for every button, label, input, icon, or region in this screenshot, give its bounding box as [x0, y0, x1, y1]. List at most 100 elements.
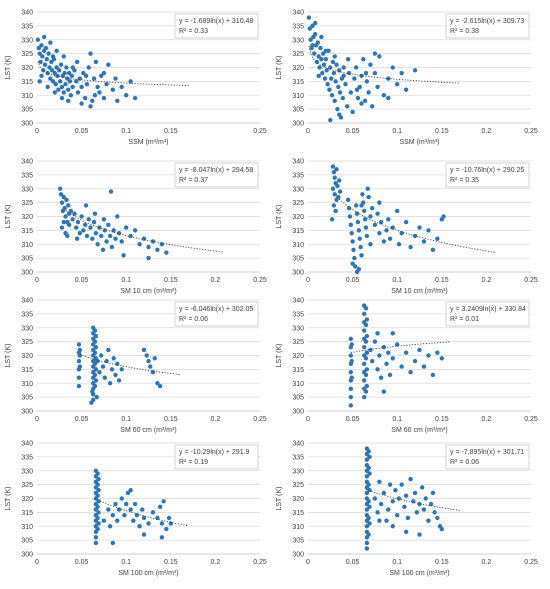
data-point	[95, 504, 100, 510]
data-point	[367, 504, 372, 510]
data-point	[364, 233, 370, 239]
data-point	[104, 239, 109, 244]
y-tick-label: 310	[21, 524, 33, 531]
y-axis-label: LST (K)	[5, 344, 12, 368]
data-point	[364, 367, 370, 372]
data-point	[104, 81, 109, 87]
r-squared: R² = 0.19	[179, 459, 208, 466]
data-point	[329, 93, 335, 98]
data-point	[132, 95, 138, 101]
data-point	[408, 476, 413, 482]
data-point	[372, 496, 378, 501]
r-squared: R² = 0.06	[450, 459, 479, 466]
data-point	[90, 389, 95, 394]
x-axis-label: SM 10 cm (m³/m³)	[120, 288, 176, 295]
y-tick-label: 335	[292, 454, 304, 461]
data-point	[337, 90, 343, 95]
data-point	[146, 521, 151, 526]
y-tick-label: 335	[21, 454, 33, 461]
data-point	[439, 526, 444, 532]
data-point	[316, 54, 321, 59]
data-point	[372, 51, 378, 56]
data-point	[335, 183, 340, 189]
data-point	[157, 504, 163, 510]
data-point	[132, 501, 138, 507]
data-point	[137, 524, 142, 529]
y-tick-label: 325	[21, 482, 33, 489]
data-point	[417, 532, 422, 537]
data-point	[363, 356, 369, 361]
y-tick-label: 300	[292, 552, 304, 559]
data-point	[107, 381, 113, 386]
data-point	[64, 197, 69, 203]
data-point	[366, 194, 371, 200]
data-point	[35, 37, 41, 42]
x-axis-label: SSM (m³/m³)	[128, 139, 168, 146]
data-point	[124, 501, 129, 507]
data-point	[421, 364, 427, 369]
data-point	[378, 501, 384, 507]
data-point	[320, 70, 325, 76]
data-point	[91, 219, 97, 225]
data-point	[362, 394, 367, 400]
x-tick-label: 0.15	[164, 416, 178, 423]
data-point	[368, 214, 373, 219]
data-point	[386, 95, 391, 101]
data-point	[39, 73, 44, 79]
y-tick-label: 330	[292, 186, 304, 193]
x-tick-label: 0.15	[164, 128, 178, 135]
data-point	[365, 186, 370, 191]
data-point	[330, 186, 336, 191]
data-point	[417, 501, 422, 507]
data-point	[76, 375, 82, 380]
y-tick-label: 300	[21, 409, 33, 416]
r-squared: R² = 0.01	[450, 316, 479, 323]
data-point	[334, 62, 339, 67]
data-point	[430, 372, 436, 378]
data-point	[341, 65, 346, 70]
data-point	[322, 76, 328, 81]
data-point	[386, 507, 391, 512]
data-point	[49, 59, 54, 65]
y-axis-label: LST (K)	[5, 487, 12, 511]
data-point	[381, 490, 387, 496]
data-point	[387, 236, 393, 241]
trendline	[350, 341, 451, 354]
data-point	[54, 48, 59, 54]
x-tick-label: 0	[35, 277, 39, 284]
x-tick-label: 0	[35, 559, 39, 566]
data-point	[141, 347, 147, 353]
data-point	[82, 95, 88, 101]
data-point	[93, 230, 99, 236]
data-point	[152, 356, 157, 361]
data-point	[364, 540, 370, 546]
data-point	[106, 62, 111, 67]
data-point	[96, 510, 101, 515]
data-point	[166, 515, 172, 521]
data-point	[412, 68, 418, 73]
data-point	[366, 465, 371, 471]
data-point	[101, 217, 107, 222]
data-point	[337, 189, 343, 194]
data-point	[318, 45, 323, 51]
data-point	[95, 515, 100, 521]
data-point	[308, 37, 313, 42]
x-tick-label: 0	[306, 559, 310, 566]
data-point	[386, 217, 391, 222]
data-point	[96, 521, 101, 526]
data-point	[328, 118, 333, 123]
data-point	[362, 361, 367, 367]
data-point	[345, 56, 351, 62]
chart-panel-8: 300 305 310 315 320 325 330 335 340 0 0.05 0.1 0.15 0…	[276, 441, 538, 577]
data-point	[102, 375, 107, 380]
y-tick-label: 330	[21, 37, 33, 44]
data-point	[353, 203, 359, 208]
equation-box	[174, 13, 259, 39]
trend-equation: y = -10.76ln(x) + 290.25	[450, 167, 524, 174]
x-tick-label: 0.2	[482, 416, 492, 423]
y-tick-label: 325	[292, 339, 304, 346]
x-tick-label: 0.1	[121, 277, 131, 284]
y-tick-label: 305	[21, 538, 33, 545]
x-tick-label: 0.25	[524, 277, 538, 284]
data-point	[93, 59, 99, 65]
